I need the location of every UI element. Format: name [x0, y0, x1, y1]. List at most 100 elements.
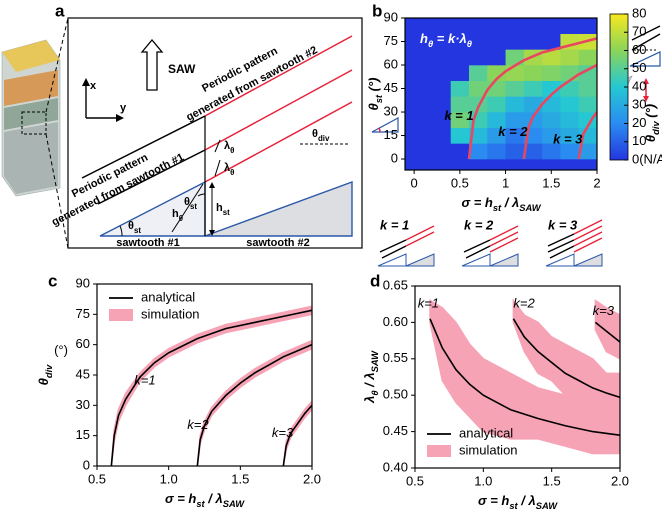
y-unit: (°) [54, 342, 68, 357]
heatmap-cell [432, 49, 452, 66]
colorbar-tick-label: 20 [632, 115, 646, 130]
heatmap-cell [414, 18, 433, 34]
text-part: θ [366, 103, 381, 110]
text-part: λ [224, 140, 230, 152]
y-tick-label: 0.55 [383, 350, 408, 365]
subscript: θ [179, 214, 183, 223]
y-tick-label: 0.45 [383, 423, 408, 438]
analytical-line [196, 343, 312, 466]
angle-label: θst [128, 220, 141, 235]
x-tick-label: 1.5 [543, 473, 561, 488]
text-part: / λ [501, 195, 519, 210]
angle-label: θdiv [312, 128, 330, 143]
heatmap-cell [523, 143, 543, 160]
heatmap-cell [450, 65, 470, 81]
simulation-band [594, 299, 620, 360]
text-part: λ [362, 396, 377, 404]
text-part: h [216, 202, 223, 214]
y-tick-label: 90 [76, 275, 90, 290]
panel-label: b [372, 1, 382, 20]
text-part: / λ [518, 493, 536, 508]
text-part: σ = h [478, 493, 509, 508]
plot-area [110, 305, 312, 466]
subscript: st [509, 501, 518, 511]
heatmap-cell [450, 33, 470, 50]
curve-label: k=1 [418, 296, 439, 311]
text-part: h [420, 31, 428, 46]
curve-label: k=1 [134, 373, 155, 388]
heatmap-cell [578, 112, 597, 128]
heatmap-cell [469, 65, 488, 81]
subscript: st [223, 208, 230, 217]
heatmap-cell [542, 33, 561, 50]
heatmap-cell [414, 65, 433, 81]
subscript: θ [230, 146, 234, 155]
heatmap-cell [487, 127, 506, 144]
heatmap-cell [450, 96, 470, 113]
text-part: σ = h [165, 491, 196, 506]
k-label: k = 3 [548, 217, 578, 232]
heatmap-cell [450, 112, 470, 128]
heatmap-cell [450, 143, 470, 160]
heatmap-cell [432, 80, 452, 97]
text-part: / λ [362, 372, 377, 390]
k-schematics: k = 1 k = 2 k = 3 [377, 217, 603, 267]
colorbar-tick-label: 60 [632, 42, 646, 57]
heatmap-cell [560, 49, 580, 66]
heatmap-cell [560, 96, 580, 113]
x-tick-label: 1 [502, 175, 509, 190]
curve-label: k = 2 [498, 124, 528, 139]
chart: k=1 k=2 k=3 analytical simulation 0.5 1.0 1.5 2.… [362, 277, 629, 511]
heatmap-cell [578, 80, 597, 97]
heatmap-cell [523, 33, 543, 50]
text-part: / λ [205, 491, 223, 506]
heatmap-cell [560, 112, 580, 128]
heatmap-cell [487, 96, 506, 113]
heatmap-cell [414, 127, 433, 144]
heatmap-cell [578, 143, 597, 160]
heatmap-cell [432, 143, 452, 160]
subscript: θ [428, 39, 434, 49]
axis-label: y [120, 102, 127, 114]
y-tick-label: 0.50 [383, 387, 408, 402]
heatmap-cell [505, 112, 525, 128]
heatmap-cell [450, 18, 470, 34]
x-tick-label: 1.0 [160, 471, 178, 486]
analytical-line [512, 318, 620, 399]
chart: k = 1k = 2k = 3hθ = k·λθ0(N/A)1020304050… [366, 5, 662, 213]
y-axis-label: θdiv [36, 364, 54, 386]
legend-label: analytical [459, 425, 513, 440]
heatmap-cell [487, 49, 506, 66]
analytical-line [110, 309, 312, 466]
heatmap-cell [523, 112, 543, 128]
colorbar-tick-label: 30 [632, 97, 646, 112]
heatmap-cell [414, 49, 433, 66]
contour-line [577, 111, 597, 160]
curve-label: k=2 [187, 417, 209, 432]
plot-frame [414, 285, 621, 469]
heatmap-cell [469, 143, 488, 160]
x-axis-label: σ = hst / λSAW [461, 195, 541, 213]
legend-swatch [109, 309, 133, 321]
analytical-line [429, 318, 620, 437]
heatmap-cell [505, 18, 525, 34]
subscript: st [190, 202, 197, 211]
plot-area [429, 298, 620, 455]
heatmap-cell [560, 65, 580, 81]
heatmap-cell [432, 112, 452, 128]
y-tick-label: 15 [76, 427, 90, 442]
y-tick-label: 75 [384, 33, 398, 48]
period-label: λθ [224, 140, 234, 155]
heatmap-cell [542, 80, 561, 97]
panel-label: c [48, 271, 57, 290]
colorbar-tick-label: 10 [632, 133, 646, 148]
heatmap-cell [487, 18, 506, 34]
text-part: θ [128, 220, 134, 232]
y-tick-label: 15 [384, 127, 398, 142]
heatmap-cell [578, 18, 597, 34]
y-tick-label: 30 [76, 397, 90, 412]
heatmap-cell [505, 49, 525, 66]
heatmap-cell [560, 80, 580, 97]
x-axis-label: σ = hst / λSAW [165, 491, 245, 509]
sawtooth-label: sawtooth #2 [246, 237, 310, 249]
